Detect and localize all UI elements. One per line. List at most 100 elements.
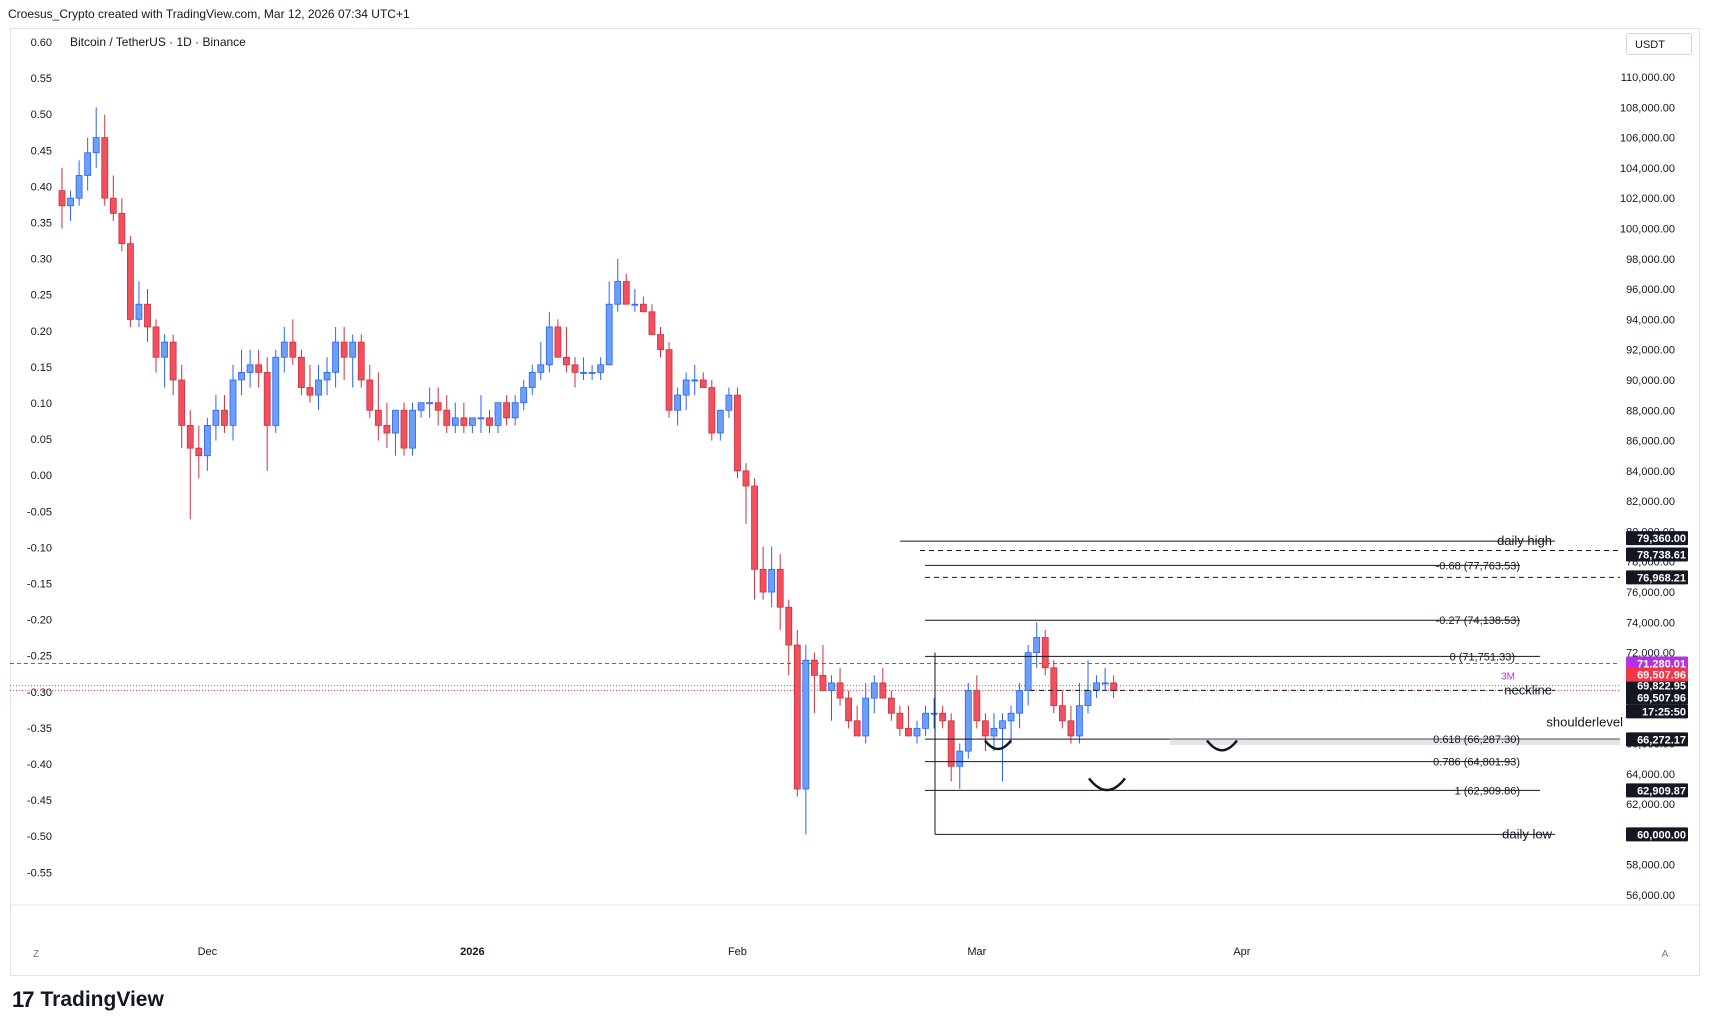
candle-body: [289, 341, 297, 358]
candle-body: [409, 409, 416, 449]
y-tick-label: 106,000.00: [1620, 133, 1675, 145]
price-badge-text: 17:25:50: [1642, 706, 1686, 718]
candle-body: [280, 341, 288, 358]
price-badge: [1626, 678, 1688, 693]
x-tick-label: 2026: [460, 946, 484, 958]
y-tick-label: 74,000.00: [1626, 617, 1675, 629]
candle-body: [306, 387, 314, 396]
candle-body: [716, 409, 724, 434]
candle-body: [922, 712, 929, 729]
chart-frame: [10, 28, 1700, 976]
candle-body: [1041, 637, 1049, 669]
candle-body: [127, 243, 134, 320]
marker-3m-label: 3M: [1501, 671, 1515, 682]
candle-body: [460, 417, 468, 426]
candle-body: [486, 417, 493, 426]
candle-body: [263, 371, 271, 426]
price-badge: [1626, 570, 1688, 585]
candle-body: [999, 720, 1006, 729]
candle-body: [1016, 690, 1023, 714]
candle-body: [203, 425, 211, 457]
fib-0-label: 0 (71,751.33): [1450, 651, 1515, 663]
candle-body: [973, 690, 981, 722]
candle-body: [588, 371, 596, 374]
price-badge-text: 71,280.01: [1637, 659, 1686, 671]
candle-body: [785, 606, 793, 646]
head-arc: [1088, 777, 1126, 792]
candle-body: [674, 394, 681, 411]
candle-body: [1093, 682, 1100, 691]
price-badge-text: 69,507.96: [1637, 692, 1686, 704]
candle-body: [503, 402, 511, 419]
auto-scale-toggle[interactable]: A: [1661, 949, 1669, 960]
left-tick-label: -0.40: [27, 759, 52, 771]
candle-body: [366, 379, 374, 411]
candle-body: [982, 720, 989, 737]
candle-body: [186, 425, 194, 449]
candle-body: [657, 334, 664, 351]
candle-body: [520, 387, 528, 404]
right-shoulder-arc: [1206, 739, 1238, 752]
candle-body: [1024, 652, 1032, 691]
price-badge-text: 79,360.00: [1637, 533, 1686, 545]
candle-body: [212, 409, 220, 426]
x-tick-label: Feb: [728, 946, 747, 958]
candle-body: [392, 409, 399, 434]
candle-body: [802, 659, 810, 790]
price-badge-text: 76,968.21: [1637, 572, 1686, 584]
left-tick-label: -0.25: [27, 651, 52, 663]
candle-body: [58, 190, 66, 207]
candle-body: [169, 341, 177, 381]
y-tick-label: 58,000.00: [1626, 860, 1675, 872]
candle-body: [870, 682, 878, 699]
y-tick-label: 88,000.00: [1626, 405, 1675, 417]
candle-body: [238, 371, 245, 381]
candle-body: [1084, 690, 1092, 707]
candle-body: [648, 311, 656, 335]
candle-body: [84, 152, 92, 176]
candle-body: [862, 697, 870, 737]
candle-body: [161, 341, 169, 358]
candle-body: [135, 303, 143, 320]
fib-neg068-label: -0.68 (77,763.53): [1436, 560, 1520, 572]
candle-body: [1076, 705, 1083, 737]
shoulder-zone: [1170, 739, 1620, 746]
price-badge: [1626, 732, 1688, 747]
candle-body: [913, 727, 921, 737]
y-tick-label: 100,000.00: [1620, 223, 1675, 235]
candle-body: [1007, 712, 1015, 722]
left-tick-label: -0.10: [27, 542, 52, 554]
brand-name: TradingView: [40, 988, 164, 1011]
candle-body: [930, 712, 938, 715]
left-tick-label: -0.05: [27, 506, 52, 518]
price-badge: [1626, 690, 1688, 705]
price-badge: [1626, 531, 1688, 546]
left-tick-label: 0.35: [31, 218, 52, 230]
left-tick-label: 0.00: [31, 470, 52, 482]
candle-body: [793, 644, 801, 790]
left-tick-label: -0.30: [27, 687, 52, 699]
attribution-header: Croesus_Crypto created with TradingView.…: [8, 7, 410, 21]
price-badge-text: 78,738.61: [1637, 550, 1686, 562]
tradingview-logo-icon: 17: [12, 987, 35, 1012]
price-badge-text: 69,822.95: [1637, 681, 1686, 693]
left-tick-label: -0.35: [27, 723, 52, 735]
candle-body: [939, 712, 947, 722]
candle-body: [665, 349, 673, 411]
candle-body: [118, 212, 126, 245]
currency-button[interactable]: USDT: [1626, 33, 1692, 55]
left-tick-label: -0.50: [27, 831, 52, 843]
left-tick-label: 0.40: [31, 181, 52, 193]
candle-body: [383, 425, 391, 434]
candle-body: [819, 674, 827, 691]
timezone-toggle[interactable]: Z: [32, 949, 40, 960]
y-tick-label: 94,000.00: [1626, 314, 1675, 326]
candle-body: [571, 364, 579, 373]
candle-body: [947, 720, 955, 767]
candle-body: [468, 417, 476, 426]
candle-body: [605, 303, 613, 366]
candle-body: [554, 326, 562, 358]
fib-1-label: 1 (62,909.86): [1455, 785, 1520, 797]
y-tick-label: 64,000.00: [1626, 769, 1675, 781]
